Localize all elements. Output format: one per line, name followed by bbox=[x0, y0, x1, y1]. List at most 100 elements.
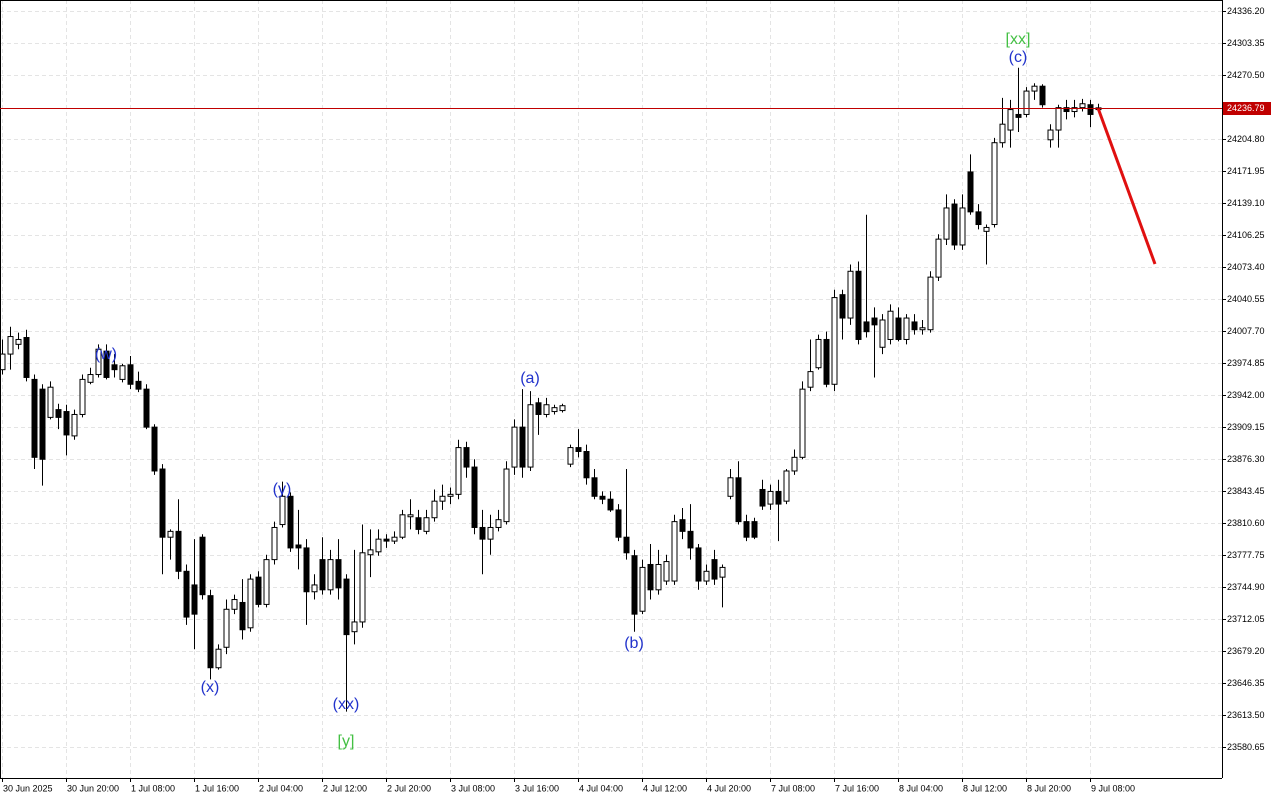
candle-body bbox=[591, 477, 598, 497]
candle-body bbox=[943, 207, 950, 240]
candle-body bbox=[711, 559, 718, 580]
candle-body bbox=[567, 447, 574, 465]
candle-body bbox=[0, 353, 6, 371]
candle-body bbox=[511, 426, 518, 468]
candle-body bbox=[855, 270, 862, 340]
candle-body bbox=[175, 530, 182, 572]
candle-body bbox=[247, 578, 254, 629]
y-tick-label: 23744.90 bbox=[1227, 582, 1265, 592]
candle-body bbox=[151, 426, 158, 472]
candle-body bbox=[719, 566, 726, 578]
x-tick-label: 2 Jul 20:00 bbox=[387, 783, 431, 793]
candle-body bbox=[527, 404, 534, 468]
wave-label: (y) bbox=[273, 481, 292, 498]
price-label-box bbox=[1223, 102, 1271, 115]
x-tick-label: 8 Jul 12:00 bbox=[963, 783, 1007, 793]
x-tick-label: 30 Jun 2025 bbox=[3, 783, 53, 793]
candle-body bbox=[551, 407, 558, 413]
candle-body bbox=[671, 521, 678, 582]
candle-body bbox=[15, 338, 22, 345]
candle-body bbox=[839, 294, 846, 319]
wave-label: (b) bbox=[624, 635, 644, 652]
x-tick-label: 2 Jul 04:00 bbox=[259, 783, 303, 793]
y-tick-label: 24204.80 bbox=[1227, 134, 1265, 144]
candle-body bbox=[39, 388, 46, 460]
candle-body bbox=[1063, 107, 1070, 113]
y-tick-label: 24139.10 bbox=[1227, 198, 1265, 208]
candle-body bbox=[935, 238, 942, 278]
x-tick-label: 8 Jul 04:00 bbox=[899, 783, 943, 793]
candle-body bbox=[31, 378, 38, 458]
y-tick-label: 23810.60 bbox=[1227, 518, 1265, 528]
candle-body bbox=[759, 488, 766, 507]
wave-label: (a) bbox=[520, 370, 540, 387]
candle-body bbox=[471, 466, 478, 528]
y-tick-label: 24040.55 bbox=[1227, 294, 1265, 304]
y-tick-label: 23942.00 bbox=[1227, 390, 1265, 400]
candle-body bbox=[1015, 113, 1022, 118]
candle-body bbox=[391, 536, 398, 542]
x-tick-label: 4 Jul 04:00 bbox=[579, 783, 623, 793]
y-tick-label: 24106.25 bbox=[1227, 230, 1265, 240]
candle-body bbox=[335, 559, 342, 589]
wave-label: [y] bbox=[338, 733, 355, 750]
candle-body bbox=[71, 413, 78, 437]
candle-body bbox=[191, 584, 198, 615]
candle-body bbox=[359, 552, 366, 623]
candle-body bbox=[183, 570, 190, 618]
candle-body bbox=[215, 648, 222, 669]
candle-body bbox=[911, 321, 918, 331]
candle-body bbox=[919, 327, 926, 331]
candle-body bbox=[775, 490, 782, 505]
candle-body bbox=[503, 468, 510, 523]
candle-body bbox=[239, 601, 246, 631]
candle-body bbox=[439, 495, 446, 502]
candle-body bbox=[95, 348, 102, 376]
candle-body bbox=[767, 490, 774, 505]
y-tick-label: 24336.20 bbox=[1227, 6, 1265, 16]
candle-body bbox=[311, 584, 318, 593]
y-tick-label: 24270.50 bbox=[1227, 70, 1265, 80]
y-tick-label: 23646.35 bbox=[1227, 678, 1265, 688]
candle-body bbox=[631, 555, 638, 615]
x-tick-label: 7 Jul 08:00 bbox=[771, 783, 815, 793]
candle-body bbox=[1031, 85, 1038, 92]
candle-body bbox=[479, 526, 486, 540]
candle-body bbox=[823, 338, 830, 385]
candle-body bbox=[447, 493, 454, 497]
candle-body bbox=[431, 500, 438, 519]
candle-body bbox=[583, 450, 590, 479]
wave-label: (c) bbox=[1009, 49, 1028, 66]
candle-body bbox=[455, 447, 462, 495]
candle-body bbox=[327, 559, 334, 591]
x-tick-label: 2 Jul 12:00 bbox=[323, 783, 367, 793]
candle-body bbox=[423, 517, 430, 532]
wave-label: (x) bbox=[201, 679, 220, 696]
candles bbox=[0, 67, 1102, 712]
candle-body bbox=[559, 405, 566, 412]
candle-body bbox=[543, 404, 550, 415]
candle-body bbox=[47, 386, 54, 418]
candle-body bbox=[687, 530, 694, 549]
y-tick-label: 23876.30 bbox=[1227, 454, 1265, 464]
candle-body bbox=[487, 526, 494, 540]
candle-body bbox=[399, 514, 406, 538]
candle-body bbox=[967, 171, 974, 213]
candle-body bbox=[79, 378, 86, 415]
wave-label: (w) bbox=[95, 346, 117, 363]
wave-label: [xx] bbox=[1006, 31, 1031, 48]
y-tick-label: 23679.20 bbox=[1227, 646, 1265, 656]
candle-body bbox=[463, 447, 470, 468]
candle-body bbox=[903, 317, 910, 340]
candle-body bbox=[1023, 90, 1030, 115]
candle-body bbox=[951, 203, 958, 246]
candle-body bbox=[127, 364, 134, 385]
candle-body bbox=[983, 226, 990, 232]
candle-body bbox=[575, 447, 582, 452]
candle-body bbox=[135, 380, 142, 390]
candle-body bbox=[159, 468, 166, 538]
candle-body bbox=[1055, 107, 1062, 131]
candle-body bbox=[383, 538, 390, 542]
candle-body bbox=[7, 336, 14, 355]
y-tick-label: 23777.75 bbox=[1227, 550, 1265, 560]
